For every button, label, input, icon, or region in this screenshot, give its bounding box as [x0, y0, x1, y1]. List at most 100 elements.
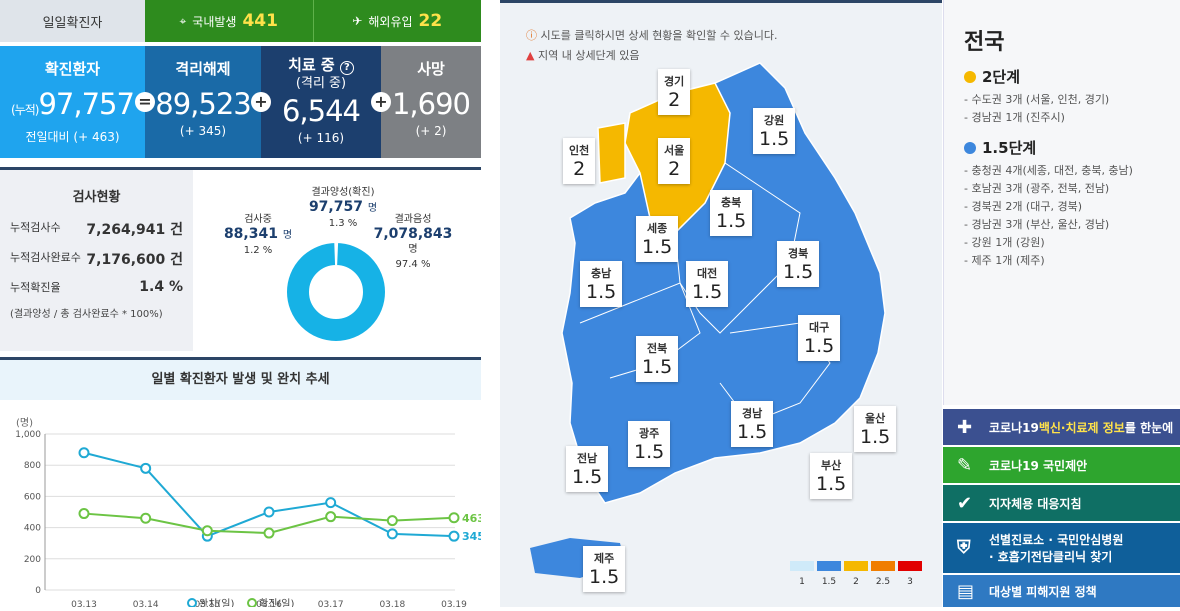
legend-item: 1.5: [817, 561, 841, 587]
released-title: 격리해제: [175, 60, 231, 78]
y-axis-label: (명): [16, 417, 33, 429]
level-item: - 충청권 4개(세종, 대전, 충북, 충남): [964, 164, 1133, 177]
level-item: - 경남권 3개 (부산, 울산, 경남): [964, 218, 1110, 231]
region-level: 1.5: [586, 281, 617, 303]
region-name: 경북: [787, 247, 809, 260]
deaths-title: 사망: [417, 60, 445, 78]
pencil-icon: ✎: [957, 455, 973, 476]
region-name: 울산: [864, 412, 886, 425]
data-point: [386, 515, 398, 527]
region-name: 세종: [646, 222, 668, 235]
region-level: 2: [573, 158, 586, 180]
negative-stat: 결과음성 7,078,843 명 97.4 %: [373, 214, 453, 270]
y-tick-label: 400: [24, 524, 41, 534]
region-box-1[interactable]: 강원 1.5: [753, 108, 796, 154]
level-item: - 호남권 3개 (광주, 전북, 전남): [964, 182, 1110, 195]
data-point: [325, 511, 337, 523]
released-change: (+ 345): [179, 124, 227, 138]
clinic-finder-button[interactable]: ⛨ 선별진료소 · 국민안심병원 · 호흡기전담클리닉 찾기: [943, 523, 1180, 573]
plus-sign: +: [371, 92, 391, 112]
region-box-4[interactable]: 충북 1.5: [710, 190, 753, 236]
vaccine-info-button[interactable]: ✚ 코로나19 백신·치료제 정보 를 한눈에: [943, 409, 1180, 445]
region-box-9[interactable]: 대구 1.5: [798, 315, 841, 361]
positive-stat: 결과양성(확진) 97,757 명 1.3 %: [308, 187, 378, 229]
treating-title: 치료 중: [288, 56, 335, 74]
blue-dot-icon: [964, 141, 976, 154]
data-point: [386, 528, 398, 540]
confirmed-prefix: (누적): [11, 103, 39, 117]
y-tick-label: 200: [24, 555, 41, 565]
region-level: 1.5: [642, 236, 673, 258]
local-guideline-button[interactable]: ✔ 지자체용 대응지침: [943, 485, 1180, 521]
region-name: 충북: [720, 196, 742, 209]
domestic-label: 국내발생: [192, 14, 237, 29]
support-policy-button[interactable]: ▤ 대상별 피해지원 정책: [943, 575, 1180, 607]
region-name: 경기: [664, 75, 685, 88]
region-box-2[interactable]: 인천 2: [563, 138, 596, 184]
treating-value: 6,544: [281, 94, 361, 128]
domestic-count: 441: [242, 11, 278, 31]
region-box-13[interactable]: 광주 1.5: [628, 421, 671, 467]
legend-marker: [247, 598, 257, 608]
x-tick-label: 03.16: [256, 600, 282, 607]
test-row: 누적검사수 7,264,941 건: [10, 221, 183, 238]
yellow-dot-icon: [964, 70, 976, 83]
region-box-11[interactable]: 경남 1.5: [731, 401, 774, 447]
help-icon[interactable]: ?: [339, 61, 354, 75]
region-name: 인천: [569, 144, 590, 157]
region-name: 충남: [590, 267, 612, 280]
region-name: 경남: [741, 407, 763, 420]
region-box-3[interactable]: 서울 2: [658, 138, 691, 184]
test-note: (결과양성 / 총 검사완료수 * 100%): [10, 309, 163, 320]
data-point: [263, 527, 275, 539]
level-15-heading: 1.5단계: [964, 137, 1180, 158]
public-proposal-button[interactable]: ✎ 코로나19 국민제안: [943, 447, 1180, 483]
legend-item: 1: [790, 561, 814, 587]
test-row: 누적검사완료수 7,176,600 건: [10, 251, 183, 268]
legend-item: 3: [898, 561, 922, 587]
test-donut-area: 결과양성(확진) 97,757 명 1.3 % 검사중 88,341 명 1.2…: [193, 170, 481, 351]
legend-item: 2: [844, 561, 868, 587]
region-box-15[interactable]: 부산 1.5: [810, 453, 853, 499]
y-tick-label: 0: [35, 586, 41, 596]
daily-label: 일일확진자: [0, 0, 145, 42]
deaths-box: 사망 1,690 (+ 2): [381, 46, 481, 158]
level-item: - 경북권 2개 (대구, 경북): [964, 200, 1082, 213]
plus-sign: +: [251, 92, 271, 112]
region-box-14[interactable]: 전남 1.5: [566, 446, 609, 492]
trend-line-chart: (명) 0 200 400 600 800 1,000 03.13 03.14 03.15 03.1…: [15, 417, 485, 610]
region-level: 1.5: [737, 421, 768, 443]
domestic-segment: ⌖ 국내발생 441: [145, 0, 313, 42]
region-box-16[interactable]: 제주 1.5: [583, 546, 626, 592]
region-name: 광주: [638, 427, 660, 440]
deaths-change: (+ 2): [415, 124, 447, 138]
data-point: [140, 462, 152, 474]
syringe-icon: ✚: [957, 417, 973, 438]
checklist-icon: ✔: [957, 493, 973, 514]
region-box-8[interactable]: 대전 1.5: [686, 261, 729, 307]
data-point: [448, 530, 460, 542]
end-value-label: 345: [462, 530, 481, 543]
region-box-5[interactable]: 세종 1.5: [636, 216, 679, 262]
region-box-0[interactable]: 경기 2: [658, 69, 691, 115]
shield-icon: ⛨: [957, 537, 971, 558]
region-box-6[interactable]: 경북 1.5: [777, 241, 820, 287]
nation-panel: 전국 2단계 - 수도권 3개 (서울, 인천, 경기) - 경남권 1개 (진…: [943, 0, 1180, 405]
region-box-12[interactable]: 울산 1.5: [854, 406, 897, 452]
region-box-10[interactable]: 전북 1.5: [636, 336, 679, 382]
region-box-7[interactable]: 충남 1.5: [580, 261, 623, 307]
data-point: [78, 447, 90, 459]
test-title: 검사현황: [72, 190, 121, 205]
level-2-heading: 2단계: [964, 66, 1180, 87]
overseas-label: 해외유입: [368, 14, 413, 29]
korea-map-panel: ⓘ 시도를 클릭하시면 상세 현황을 확인할 수 있습니다. ▲ 지역 내 상세…: [500, 0, 942, 607]
region-level: 1.5: [759, 128, 790, 150]
region-level: 1.5: [634, 441, 665, 463]
data-point: [201, 525, 213, 537]
folder-icon: ▤: [957, 581, 975, 602]
trend-title: 일별 확진환자 발생 및 완치 추세: [0, 360, 481, 400]
data-point: [78, 508, 90, 520]
legend-item: 2.5: [871, 561, 895, 587]
level-item: - 제주 1개 (제주): [964, 254, 1045, 267]
x-tick-label: 03.19: [441, 600, 467, 607]
